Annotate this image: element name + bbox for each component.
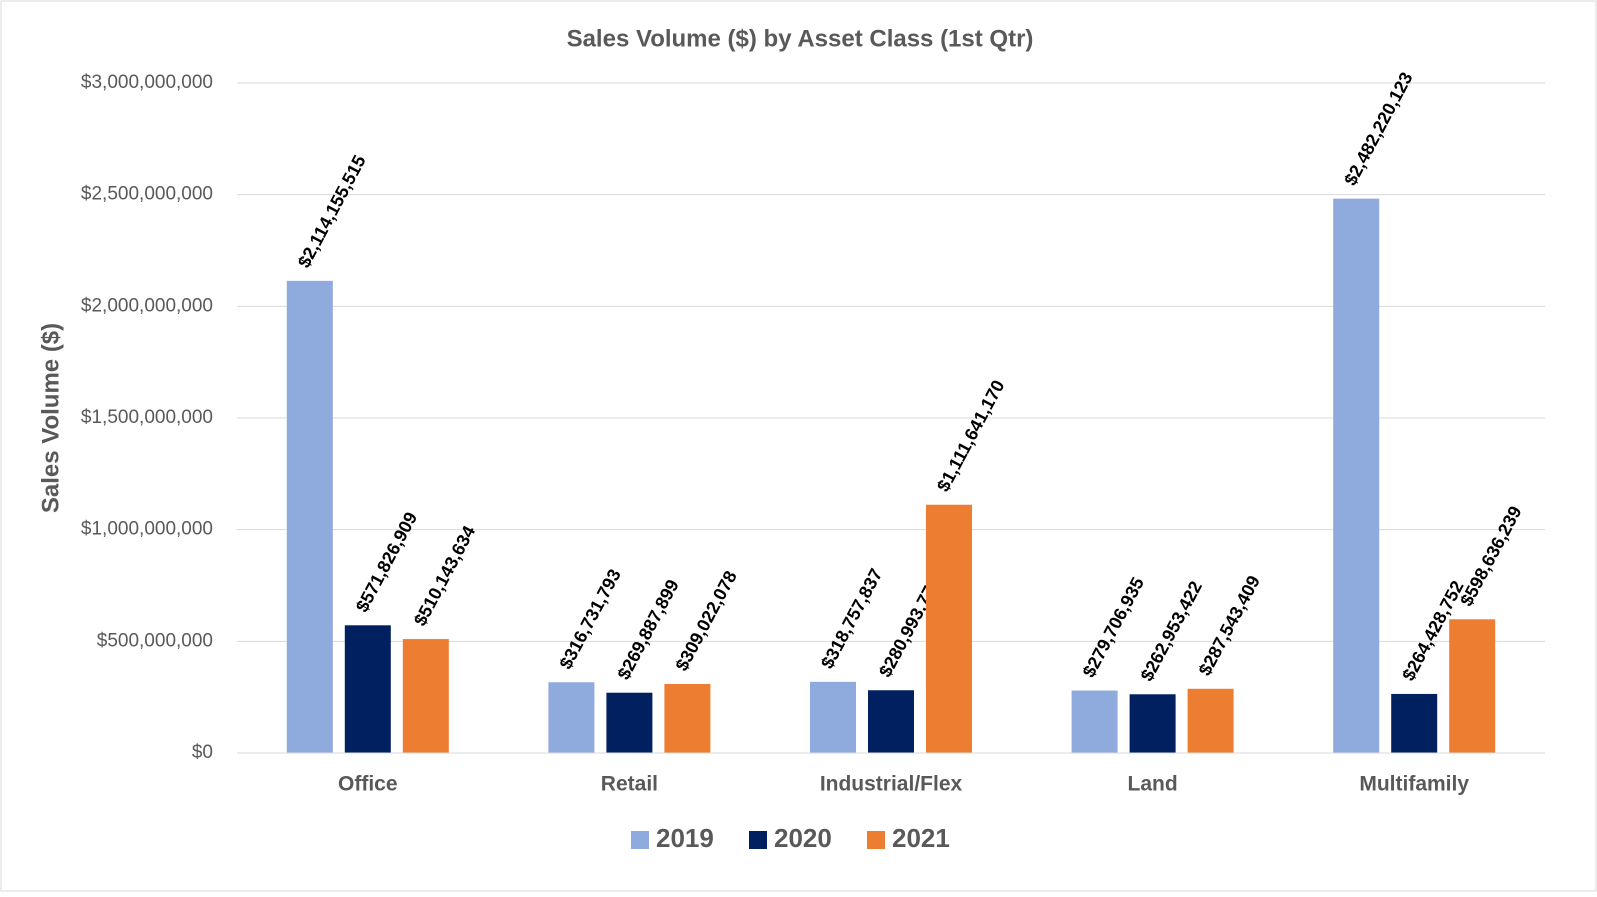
- legend-swatch: [749, 831, 767, 849]
- bar: [402, 639, 449, 753]
- bar: [286, 280, 333, 753]
- y-tick-label: $3,000,000,000: [81, 72, 213, 93]
- bar: [1333, 198, 1380, 753]
- y-tick-label: $500,000,000: [97, 630, 213, 651]
- y-tick-label: $1,500,000,000: [81, 407, 213, 428]
- bar: [1449, 619, 1496, 753]
- y-axis-label: Sales Volume ($): [37, 323, 64, 513]
- bar: [1391, 693, 1438, 753]
- legend-label: 2019: [656, 823, 714, 853]
- y-tick-label: $2,000,000,000: [81, 295, 213, 316]
- legend-swatch: [631, 831, 649, 849]
- y-tick-label: $1,000,000,000: [81, 519, 213, 540]
- bar: [1187, 688, 1234, 753]
- bar: [664, 683, 711, 753]
- legend-label: 2021: [892, 823, 950, 853]
- bar: [926, 504, 972, 753]
- x-tick-label: Industrial/Flex: [820, 773, 963, 796]
- bar: [548, 682, 595, 753]
- bar: [344, 625, 391, 753]
- chart-title: Sales Volume ($) by Asset Class (1st Qtr…: [567, 25, 1034, 52]
- y-tick-label: $2,500,000,000: [81, 184, 213, 205]
- x-tick-label: Multifamily: [1359, 773, 1469, 796]
- legend-swatch: [867, 831, 885, 849]
- x-tick-label: Land: [1128, 773, 1178, 796]
- x-tick-label: Office: [338, 773, 398, 796]
- bar: [810, 681, 856, 753]
- x-tick-label: Retail: [601, 773, 658, 796]
- bar: [868, 690, 914, 753]
- bar: [606, 692, 653, 753]
- bar: [1129, 694, 1176, 753]
- bar: [1071, 690, 1118, 753]
- legend-label: 2020: [774, 823, 832, 853]
- y-tick-label: $0: [192, 742, 213, 763]
